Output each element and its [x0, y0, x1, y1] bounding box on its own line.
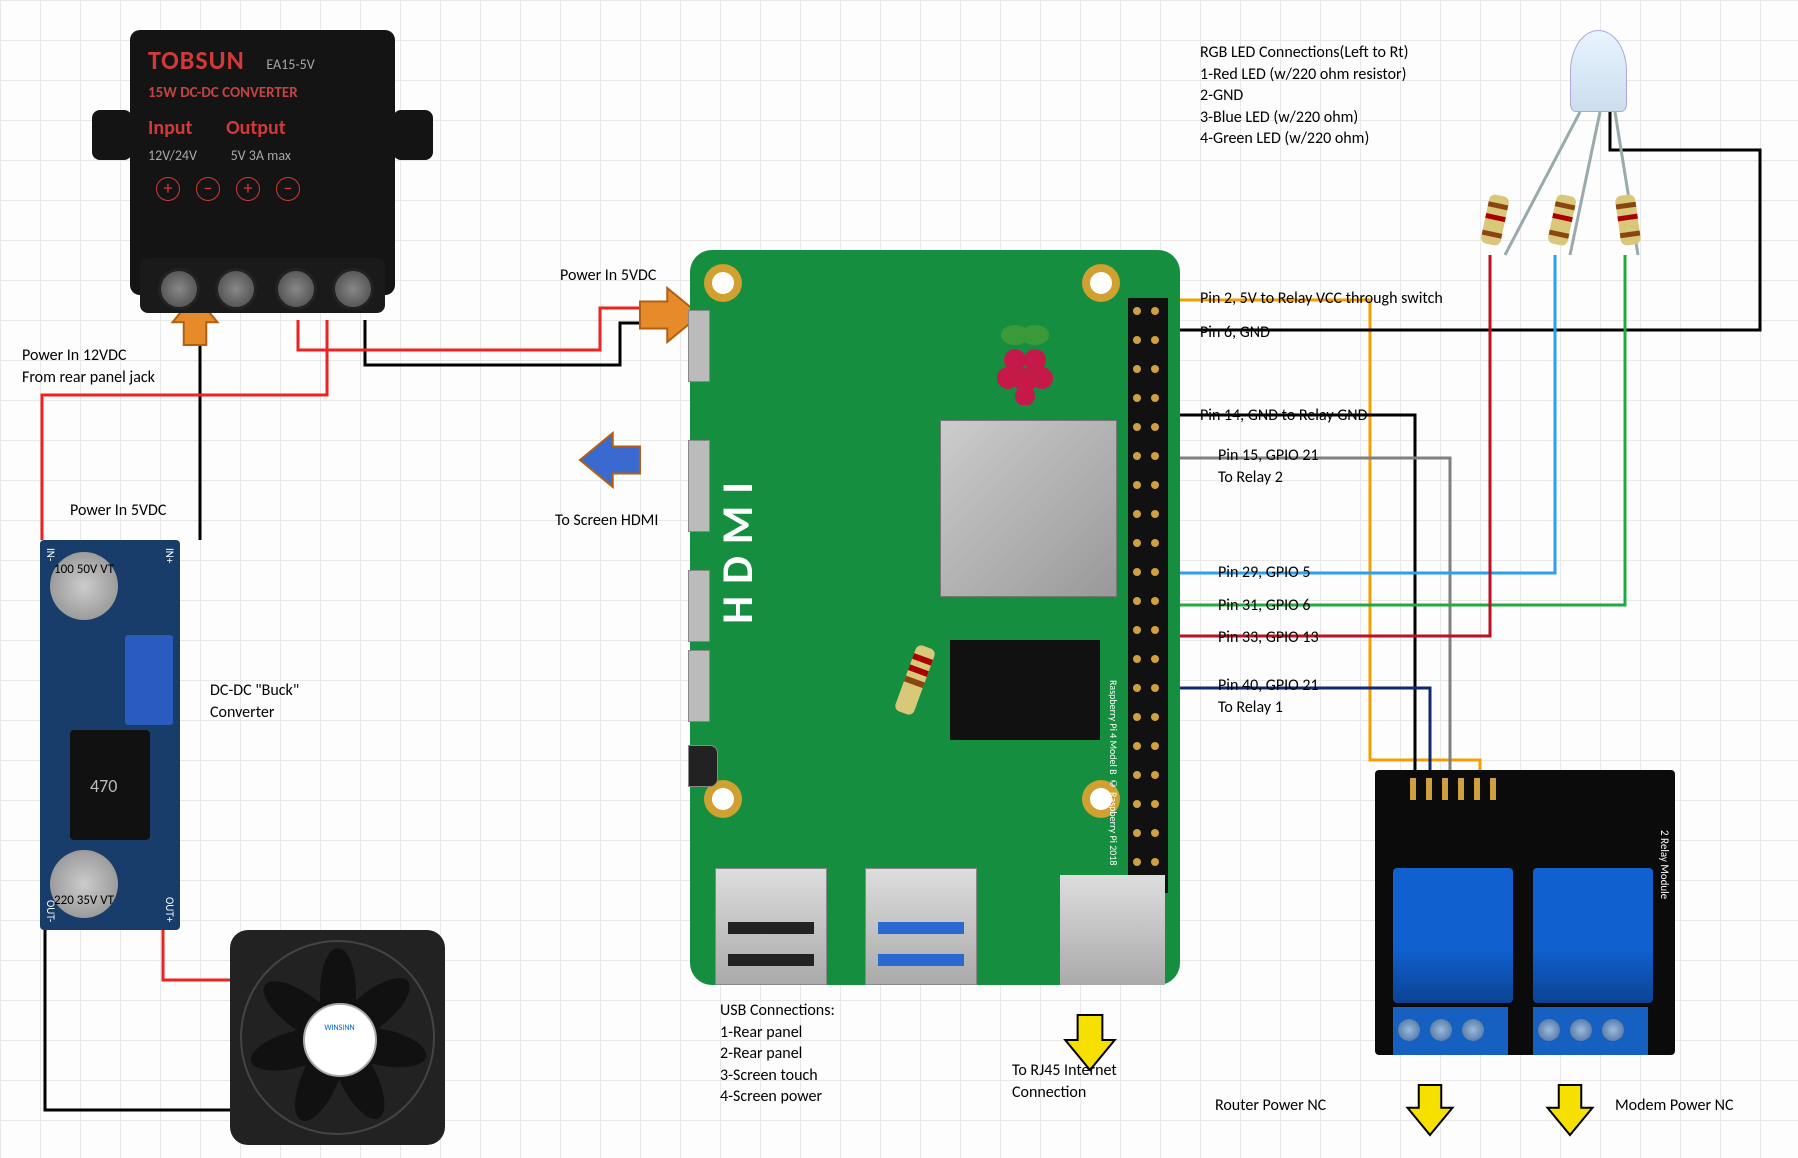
buck-label: DC-DC "Buck" Converter — [210, 680, 299, 723]
wire-tobsun_out_pos_pi — [298, 308, 690, 350]
arrow-router_arrow — [1408, 1085, 1453, 1135]
tobsun-polarity-row: +−+− — [148, 177, 377, 201]
buck-cap-top: 100 50V VT — [50, 562, 118, 577]
relay-header-pins — [1405, 778, 1525, 806]
tobsun-input-label: Input — [148, 116, 192, 140]
onboard-resistor-icon — [894, 644, 937, 717]
usb2-block — [715, 868, 827, 985]
tobsun-input-spec: 12V/24V — [148, 147, 197, 164]
ethernet-port — [1060, 875, 1165, 985]
raspberry-pi: HDMI Raspberry Pi 4 Model B © Raspberry … — [690, 250, 1180, 985]
rj45-label: To RJ45 Internet Connection — [1012, 1060, 1117, 1103]
pin14-label: Pin 14, GND to Relay GND — [1200, 405, 1367, 427]
pin33-label: Pin 33, GPIO 13 — [1218, 627, 1319, 649]
relay-side-text: 2 Relay Module — [1658, 830, 1671, 899]
arrow-modem_arrow — [1548, 1085, 1593, 1135]
arrow-hdmi_arrow — [580, 433, 640, 487]
pin40-label: Pin 40, GPIO 21 To Relay 1 — [1218, 675, 1319, 718]
gpio-header — [1128, 298, 1168, 893]
wire-led_blue_leg — [1570, 112, 1600, 255]
pin2-label: Pin 2, 5V to Relay VCC through switch — [1200, 288, 1443, 310]
pin31-label: Pin 31, GPIO 6 — [1218, 595, 1311, 617]
relay-module: 2 Relay Module — [1375, 770, 1675, 1055]
power-in-12v-label: Power In 12VDC From rear panel jack — [22, 345, 155, 388]
pin15-label: Pin 15, GPIO 21 To Relay 2 — [1218, 445, 1319, 488]
cooling-fan: WINSINN — [230, 930, 445, 1145]
tobsun-terminals — [140, 258, 385, 313]
buck-converter: 100 50V VT 220 35V VT IN+ IN- OUT+ OUT- — [40, 540, 180, 930]
rpi-model-text: Raspberry Pi 4 Model B © Raspberry Pi 20… — [1107, 680, 1120, 865]
power-in-5v-pi-label: Power In 5VDC — [560, 265, 656, 287]
hdmi-text: HDMI — [710, 470, 764, 624]
usb-conn-label: USB Connections: 1-Rear panel 2-Rear pan… — [720, 1000, 835, 1108]
tobsun-subtitle: 15W DC-DC CONVERTER — [148, 84, 377, 102]
power-in-5v-buck-label: Power In 5VDC — [70, 500, 166, 522]
rgb-led — [1570, 30, 1627, 112]
tobsun-model: EA15-5V — [266, 56, 314, 73]
wire-buck_to_fan_pos — [163, 925, 235, 980]
rgb-led-header-label: RGB LED Connections(Left to Rt) 1-Red LE… — [1200, 42, 1409, 150]
usb3-block — [865, 868, 977, 985]
tobsun-output-spec: 5V 3A max — [231, 147, 291, 164]
tobsun-output-label: Output — [226, 116, 286, 140]
tobsun-brand: TOBSUN — [148, 44, 245, 76]
modem-power-label: Modem Power NC — [1615, 1095, 1734, 1117]
router-power-label: Router Power NC — [1215, 1095, 1326, 1117]
to-screen-hdmi-label: To Screen HDMI — [555, 510, 658, 532]
fan-brand: WINSINN — [305, 1005, 375, 1033]
buck-cap-bot: 220 35V VT — [50, 893, 118, 908]
pin29-label: Pin 29, GPIO 5 — [1218, 562, 1311, 584]
pin6-label: Pin 6, GND — [1200, 322, 1270, 344]
tobsun-converter: TOBSUN EA15-5V 15W DC-DC CONVERTER Input… — [130, 30, 395, 295]
raspberry-logo-icon — [990, 320, 1060, 405]
